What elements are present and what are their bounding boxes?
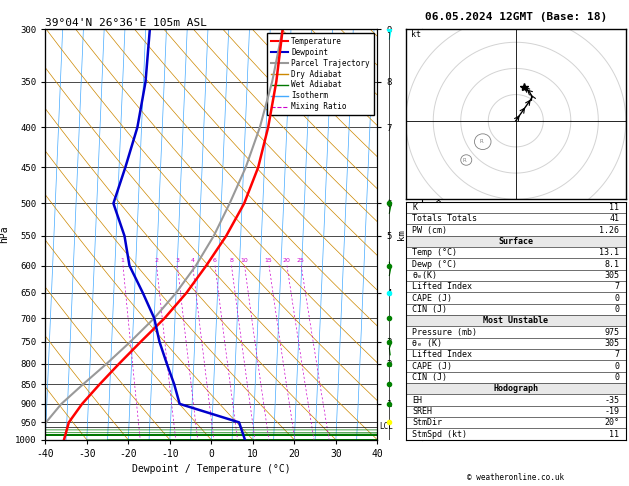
Text: 0: 0 [615, 373, 619, 382]
Text: R: R [463, 157, 467, 162]
Text: θₑ (K): θₑ (K) [413, 339, 442, 348]
Text: 305: 305 [604, 339, 619, 348]
Text: 20: 20 [282, 258, 291, 263]
Text: 8: 8 [229, 258, 233, 263]
Text: 1: 1 [121, 258, 125, 263]
Text: © weatheronline.co.uk: © weatheronline.co.uk [467, 473, 564, 482]
Text: Totals Totals: Totals Totals [413, 214, 477, 223]
Text: CIN (J): CIN (J) [413, 305, 447, 314]
Text: Surface: Surface [498, 237, 533, 246]
Text: SREH: SREH [413, 407, 432, 416]
Text: StmSpd (kt): StmSpd (kt) [413, 430, 467, 439]
Bar [406, 315, 626, 327]
Text: 305: 305 [604, 271, 619, 280]
Text: 6: 6 [213, 258, 216, 263]
Text: 0: 0 [615, 305, 619, 314]
Text: Lifted Index: Lifted Index [413, 282, 472, 291]
Text: 2: 2 [154, 258, 159, 263]
Bar [406, 236, 626, 247]
Bar [406, 383, 626, 395]
Text: LCL: LCL [379, 422, 393, 431]
Text: 1.26: 1.26 [599, 226, 619, 235]
X-axis label: Dewpoint / Temperature (°C): Dewpoint / Temperature (°C) [132, 465, 291, 474]
Text: 13.1: 13.1 [599, 248, 619, 257]
Text: CAPE (J): CAPE (J) [413, 362, 452, 371]
Text: 975: 975 [604, 328, 619, 337]
Text: PW (cm): PW (cm) [413, 226, 447, 235]
Text: 06.05.2024 12GMT (Base: 18): 06.05.2024 12GMT (Base: 18) [425, 12, 607, 22]
Text: 0: 0 [615, 294, 619, 303]
Text: Dewp (°C): Dewp (°C) [413, 260, 457, 269]
Text: -35: -35 [604, 396, 619, 405]
Text: 20°: 20° [604, 418, 619, 427]
Y-axis label: km
ASL: km ASL [398, 226, 417, 243]
Text: R: R [479, 139, 483, 144]
Text: CAPE (J): CAPE (J) [413, 294, 452, 303]
Text: 11: 11 [610, 203, 619, 212]
Text: 39°04'N 26°36'E 105m ASL: 39°04'N 26°36'E 105m ASL [45, 18, 208, 28]
Text: Lifted Index: Lifted Index [413, 350, 472, 359]
Text: Hodograph: Hodograph [493, 384, 538, 393]
Text: 3: 3 [175, 258, 179, 263]
Text: CIN (J): CIN (J) [413, 373, 447, 382]
Text: kt: kt [411, 30, 421, 39]
Y-axis label: Mixing Ratio (g/kg): Mixing Ratio (g/kg) [433, 187, 442, 282]
Text: Pressure (mb): Pressure (mb) [413, 328, 477, 337]
Text: K: K [413, 203, 417, 212]
Text: 7: 7 [615, 350, 619, 359]
Text: -19: -19 [604, 407, 619, 416]
Text: 0: 0 [615, 362, 619, 371]
Text: EH: EH [413, 396, 422, 405]
Text: θₑ(K): θₑ(K) [413, 271, 437, 280]
Text: 8.1: 8.1 [604, 260, 619, 269]
Text: 4: 4 [191, 258, 194, 263]
Text: 41: 41 [610, 214, 619, 223]
Text: 11: 11 [610, 430, 619, 439]
Text: Most Unstable: Most Unstable [483, 316, 548, 325]
Text: 15: 15 [265, 258, 272, 263]
Text: Temp (°C): Temp (°C) [413, 248, 457, 257]
Legend: Temperature, Dewpoint, Parcel Trajectory, Dry Adiabat, Wet Adiabat, Isotherm, Mi: Temperature, Dewpoint, Parcel Trajectory… [267, 33, 374, 115]
Text: 7: 7 [615, 282, 619, 291]
Text: 25: 25 [297, 258, 304, 263]
Text: StmDir: StmDir [413, 418, 442, 427]
Y-axis label: hPa: hPa [0, 226, 9, 243]
Text: 10: 10 [240, 258, 248, 263]
